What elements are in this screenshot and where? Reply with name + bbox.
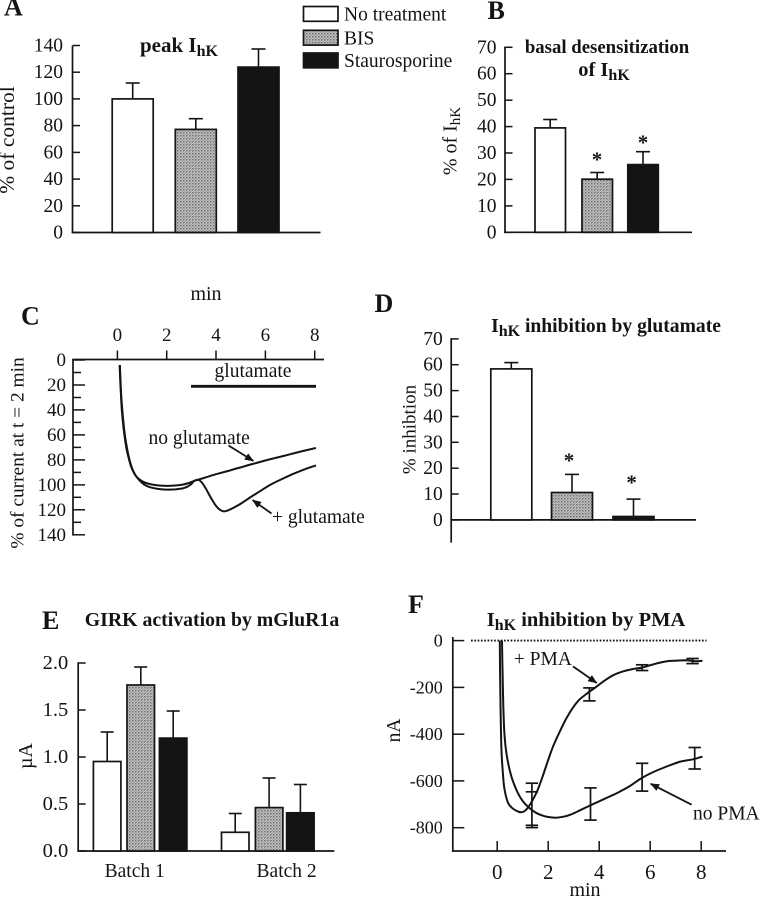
svg-text:basal desensitization: basal desensitization — [525, 37, 690, 58]
svg-text:0: 0 — [434, 631, 443, 651]
svg-text:+ PMA: + PMA — [514, 649, 572, 670]
svg-text:100: 100 — [38, 475, 67, 496]
svg-text:10: 10 — [477, 196, 497, 217]
svg-text:140: 140 — [34, 36, 63, 57]
svg-text:60: 60 — [423, 355, 443, 376]
svg-text:40: 40 — [423, 407, 443, 428]
svg-text:1.5: 1.5 — [43, 699, 69, 721]
svg-text:0: 0 — [433, 510, 443, 531]
svg-text:IhK inhibition by PMA: IhK inhibition by PMA — [487, 609, 686, 634]
svg-text:60: 60 — [44, 142, 64, 163]
svg-text:+ glutamate: + glutamate — [272, 507, 365, 528]
svg-text:E: E — [42, 606, 59, 635]
svg-text:8: 8 — [310, 325, 320, 346]
svg-text:4: 4 — [211, 325, 221, 346]
svg-text:50: 50 — [477, 90, 497, 111]
svg-text:2: 2 — [162, 325, 172, 346]
svg-text:6: 6 — [261, 325, 271, 346]
svg-text:2: 2 — [543, 860, 554, 884]
svg-text:IhK inhibition by glutamate: IhK inhibition by glutamate — [491, 316, 721, 340]
svg-text:*: * — [638, 131, 649, 155]
svg-text:F: F — [408, 590, 424, 619]
svg-text:min: min — [190, 283, 221, 305]
svg-text:*: * — [592, 148, 603, 172]
svg-text:70: 70 — [423, 329, 443, 350]
svg-text:glutamate: glutamate — [215, 361, 292, 382]
svg-text:% inhibtion: % inhibtion — [400, 384, 421, 474]
svg-text:40: 40 — [47, 400, 66, 421]
svg-text:peak IhK: peak IhK — [140, 33, 219, 60]
svg-text:-400: -400 — [410, 724, 443, 744]
svg-text:*: * — [626, 471, 637, 495]
svg-text:% of control: % of control — [0, 86, 19, 193]
svg-text:0: 0 — [53, 223, 63, 244]
svg-text:1.0: 1.0 — [43, 746, 69, 768]
svg-text:Staurosporine: Staurosporine — [344, 51, 452, 72]
svg-text:0: 0 — [57, 350, 67, 371]
svg-text:10: 10 — [423, 484, 443, 505]
svg-text:30: 30 — [477, 143, 497, 164]
svg-text:6: 6 — [645, 860, 656, 884]
svg-text:120: 120 — [38, 500, 67, 521]
svg-text:20: 20 — [423, 458, 443, 479]
svg-text:*: * — [564, 449, 575, 473]
svg-text:8: 8 — [696, 860, 707, 884]
svg-text:No treatment: No treatment — [344, 5, 447, 26]
svg-text:20: 20 — [47, 375, 66, 396]
svg-text:60: 60 — [47, 425, 66, 446]
svg-text:80: 80 — [44, 116, 64, 137]
svg-text:70: 70 — [477, 37, 497, 58]
svg-text:140: 140 — [38, 525, 67, 546]
svg-text:C: C — [21, 302, 40, 331]
svg-text:0: 0 — [492, 860, 503, 884]
svg-text:100: 100 — [34, 89, 63, 110]
svg-text:2.0: 2.0 — [43, 652, 69, 674]
svg-text:60: 60 — [477, 64, 497, 85]
svg-text:-600: -600 — [410, 771, 443, 791]
svg-text:Batch 2: Batch 2 — [257, 861, 317, 882]
svg-text:4: 4 — [594, 860, 605, 884]
svg-text:µA: µA — [15, 742, 37, 769]
svg-text:nA: nA — [384, 719, 405, 743]
svg-text:30: 30 — [423, 432, 443, 453]
svg-text:20: 20 — [44, 196, 64, 217]
svg-text:% of current at t = 2 min: % of current at t = 2 min — [8, 357, 29, 549]
svg-text:-200: -200 — [410, 677, 443, 697]
svg-text:20: 20 — [477, 169, 497, 190]
svg-text:0.0: 0.0 — [43, 840, 69, 862]
svg-text:80: 80 — [47, 450, 66, 471]
svg-text:-800: -800 — [410, 818, 443, 838]
svg-text:D: D — [375, 289, 394, 318]
svg-text:B: B — [488, 0, 505, 25]
svg-text:BIS: BIS — [344, 28, 374, 49]
svg-text:Batch 1: Batch 1 — [105, 861, 165, 882]
svg-text:0: 0 — [113, 325, 123, 346]
svg-text:120: 120 — [34, 62, 63, 83]
svg-text:GIRK activation by mGluR1a: GIRK activation by mGluR1a — [85, 609, 340, 631]
svg-text:A: A — [4, 0, 23, 22]
svg-text:no glutamate: no glutamate — [149, 428, 250, 449]
svg-text:no PMA: no PMA — [693, 804, 760, 825]
svg-text:min: min — [569, 879, 600, 899]
svg-text:40: 40 — [477, 117, 497, 138]
svg-text:40: 40 — [44, 169, 64, 190]
svg-text:0: 0 — [487, 222, 497, 243]
svg-text:0.5: 0.5 — [43, 793, 69, 815]
svg-text:of IhK: of IhK — [578, 59, 630, 84]
svg-text:50: 50 — [423, 381, 443, 402]
